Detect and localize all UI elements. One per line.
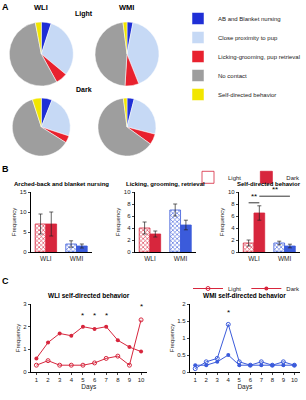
svg-text:1: 1 [23,346,27,352]
svg-text:9: 9 [282,377,286,383]
svg-text:10: 10 [291,377,298,383]
svg-text:*: * [81,311,84,320]
svg-text:WMI: WMI [70,255,84,262]
svg-text:5: 5 [23,229,27,235]
svg-text:No contact: No contact [218,73,247,79]
svg-text:5: 5 [81,377,85,383]
svg-text:WLI: WLI [144,255,156,262]
svg-text:Days: Days [237,383,253,391]
svg-text:**: ** [251,192,257,201]
svg-text:WMI: WMI [174,255,188,262]
svg-text:Frequency: Frequency [169,324,175,352]
svg-text:3: 3 [58,377,62,383]
svg-text:Light: Light [75,10,93,18]
svg-text:*: * [140,302,143,311]
svg-text:Dark: Dark [286,286,300,292]
svg-text:10: 10 [138,377,145,383]
svg-text:Arched-back and blanket nursin: Arched-back and blanket nursing [14,181,109,187]
svg-text:8: 8 [271,377,275,383]
svg-text:WLI: WLI [34,3,48,12]
svg-text:2: 2 [23,324,27,330]
svg-text:1.5: 1.5 [177,318,186,324]
svg-text:2: 2 [231,237,235,243]
svg-text:0: 0 [23,249,27,255]
svg-text:7: 7 [105,377,109,383]
svg-text:3: 3 [23,301,27,307]
svg-text:6: 6 [93,377,97,383]
svg-text:1: 1 [194,377,198,383]
svg-text:6: 6 [231,213,235,219]
svg-text:3: 3 [216,377,220,383]
svg-text:10: 10 [228,189,235,195]
svg-text:2: 2 [205,377,209,383]
svg-text:WMI self-directed behavior: WMI self-directed behavior [203,292,286,299]
svg-text:WLI: WLI [248,255,260,262]
svg-text:Self-directed behavior: Self-directed behavior [218,92,276,98]
svg-text:5: 5 [238,377,242,383]
svg-text:1: 1 [35,377,39,383]
svg-text:6: 6 [127,213,131,219]
svg-text:WLI: WLI [40,255,52,262]
svg-text:0.5: 0.5 [177,352,186,358]
svg-text:Frequency: Frequency [219,208,225,236]
svg-text:A: A [2,2,9,12]
svg-text:Close proximity to pup: Close proximity to pup [218,35,278,41]
svg-text:4: 4 [227,377,231,383]
svg-text:10: 10 [20,209,27,215]
svg-text:6: 6 [249,377,253,383]
svg-text:Days: Days [81,383,97,391]
svg-text:**: ** [272,185,278,194]
svg-text:1: 1 [182,335,186,341]
svg-text:Frequency: Frequency [15,324,21,352]
svg-text:Dark: Dark [76,86,92,93]
svg-text:*: * [93,311,96,320]
svg-text:4: 4 [127,225,131,231]
svg-text:2: 2 [182,301,186,307]
svg-text:7: 7 [260,377,264,383]
svg-text:8: 8 [127,201,131,207]
svg-text:AB and Blanket nursing: AB and Blanket nursing [218,16,281,22]
svg-text:Frequency: Frequency [11,208,17,236]
svg-text:C: C [2,276,9,286]
svg-text:*: * [227,308,230,317]
svg-text:WMI: WMI [119,3,134,12]
svg-text:0: 0 [182,369,186,375]
svg-text:Licking-grooming, pup retrieva: Licking-grooming, pup retrieval [218,54,300,60]
svg-text:Frequency: Frequency [115,208,121,236]
svg-text:8: 8 [116,377,120,383]
svg-text:10: 10 [124,189,131,195]
svg-text:B: B [2,164,9,174]
svg-text:0: 0 [231,249,235,255]
svg-text:2: 2 [127,237,131,243]
svg-text:2: 2 [46,377,50,383]
svg-text:15: 15 [20,189,27,195]
svg-text:0: 0 [127,249,131,255]
svg-text:Light: Light [228,175,241,181]
svg-text:WMI: WMI [278,255,292,262]
svg-text:Light: Light [228,286,241,292]
svg-text:4: 4 [70,377,74,383]
svg-text:*: * [105,311,108,320]
svg-text:9: 9 [128,377,132,383]
svg-text:Self-directed behavior: Self-directed behavior [237,181,301,187]
svg-text:8: 8 [231,201,235,207]
svg-text:0: 0 [23,369,27,375]
svg-text:Licking, grooming, retrieval: Licking, grooming, retrieval [126,181,205,187]
svg-text:Dark: Dark [286,175,300,181]
svg-text:WLI self-directed behavior: WLI self-directed behavior [48,292,130,299]
svg-text:4: 4 [231,225,235,231]
